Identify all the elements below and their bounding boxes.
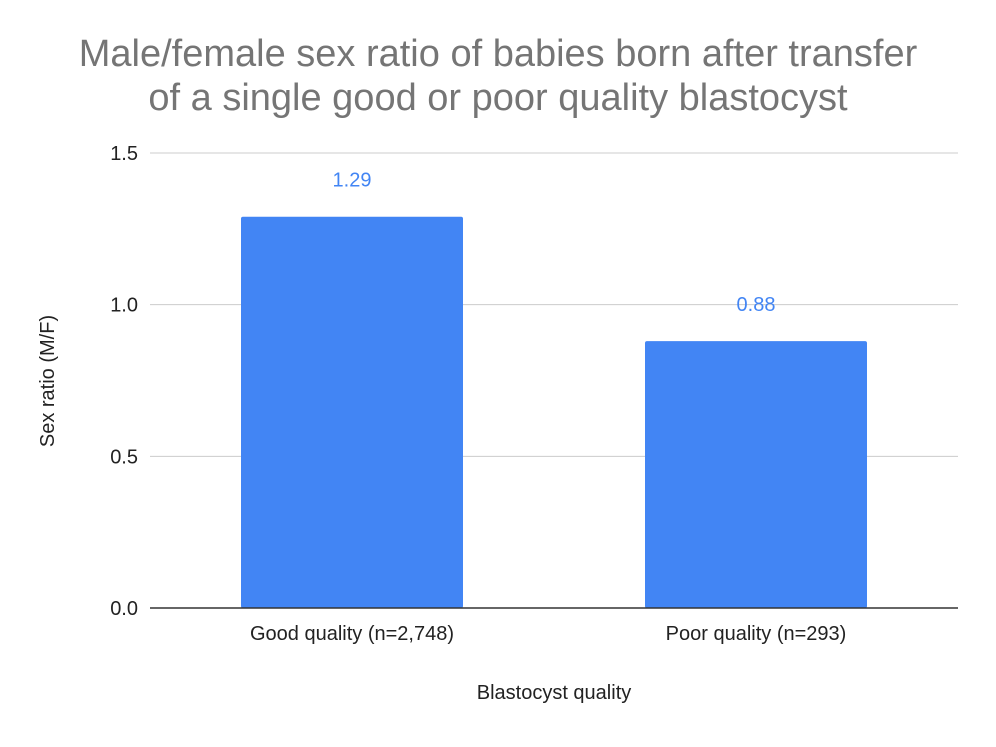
bar: [645, 341, 867, 608]
y-axis-ticks: 0.0 0.5 1.0 1.5: [110, 143, 138, 620]
data-label: 0.88: [737, 294, 776, 316]
bars: [241, 216, 867, 608]
chart-title-line-2: of a single good or poor quality blastoc…: [148, 77, 848, 119]
data-labels: 1.29 0.88: [333, 170, 776, 316]
y-axis-title: Sex ratio (M/F): [37, 315, 59, 447]
y-tick-label: 0.5: [110, 446, 138, 468]
x-axis-title: Blastocyst quality: [477, 682, 632, 704]
y-tick-label: 1.0: [110, 295, 138, 317]
x-axis-ticks: Good quality (n=2,748) Poor quality (n=29…: [250, 623, 846, 645]
data-label: 1.29: [333, 170, 372, 192]
x-tick-label: Poor quality (n=293): [666, 623, 847, 645]
chart-title-line-1: Male/female sex ratio of babies born aft…: [79, 33, 918, 75]
x-tick-label: Good quality (n=2,748): [250, 623, 454, 645]
chart-title: Male/female sex ratio of babies born aft…: [79, 33, 918, 119]
y-tick-label: 0.0: [110, 598, 138, 620]
bar: [241, 216, 463, 608]
y-tick-label: 1.5: [110, 143, 138, 165]
